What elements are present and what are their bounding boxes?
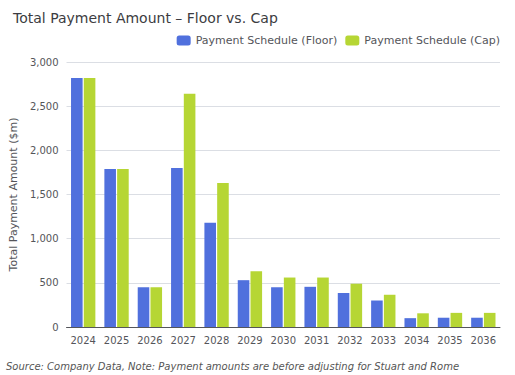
svg-text:1,500: 1,500 [30,189,59,200]
svg-text:0: 0 [52,322,58,333]
svg-text:2024: 2024 [70,335,95,346]
svg-text:Payment Schedule (Floor): Payment Schedule (Floor) [196,34,338,47]
svg-text:2025: 2025 [104,335,129,346]
svg-text:Payment Schedule (Cap): Payment Schedule (Cap) [364,34,500,47]
svg-text:2027: 2027 [171,335,196,346]
svg-text:Source: Company Data, Note: Pa: Source: Company Data, Note: Payment amou… [6,361,459,372]
svg-text:2029: 2029 [237,335,262,346]
svg-text:2036: 2036 [471,335,496,346]
svg-text:2031: 2031 [304,335,329,346]
svg-text:2028: 2028 [204,335,229,346]
svg-text:3,000: 3,000 [30,57,59,68]
svg-text:Total Payment Amount ($m): Total Payment Amount ($m) [7,118,20,273]
svg-text:2035: 2035 [437,335,462,346]
svg-text:2034: 2034 [404,335,429,346]
svg-text:500: 500 [39,277,58,288]
svg-text:2030: 2030 [271,335,296,346]
svg-text:2032: 2032 [337,335,362,346]
svg-text:2,500: 2,500 [30,101,59,112]
svg-text:1,000: 1,000 [30,233,59,244]
svg-text:Total Payment Amount – Floor v: Total Payment Amount – Floor vs. Cap [12,10,278,26]
svg-text:2026: 2026 [137,335,162,346]
svg-text:2,000: 2,000 [30,145,59,156]
svg-text:2033: 2033 [371,335,396,346]
